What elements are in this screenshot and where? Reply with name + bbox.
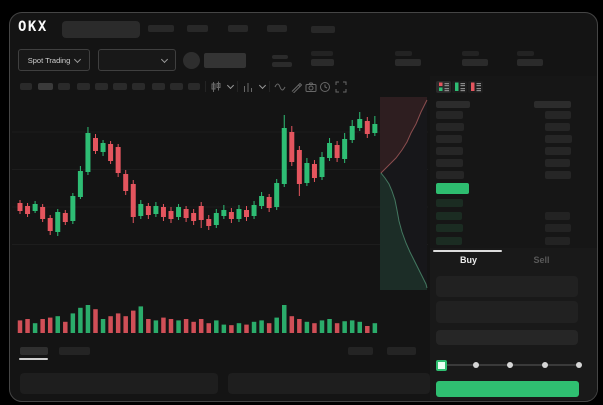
bid-row-amount[interactable] [545,224,571,233]
bid-row-amount[interactable] [545,211,570,220]
nav-item[interactable] [148,25,174,32]
search-input[interactable] [62,21,140,38]
timeframe-pill[interactable] [188,83,200,90]
ask-row-amount[interactable] [545,123,570,131]
stat-label [311,51,333,56]
timeframe-pill[interactable] [170,83,183,90]
orders-panel [228,373,430,394]
order-price-field[interactable] [436,276,578,297]
slider-handle[interactable] [435,359,447,371]
slider-stop[interactable] [507,362,513,368]
ask-row-amount[interactable] [545,159,570,167]
orderbook-price-header[interactable] [436,101,470,108]
app-canvas: OKX Spot Trading [9,12,598,402]
toolbar-separator [237,81,238,92]
stat-value [517,59,543,66]
buy-submit-button[interactable] [436,381,579,397]
indicators-icon[interactable] [241,80,255,93]
ask-row-price[interactable] [436,147,463,155]
pair-selector-dropdown[interactable] [98,49,176,71]
chart-option[interactable] [387,347,416,355]
ask-row-price[interactable] [436,159,463,167]
timeframe-pill[interactable] [58,83,70,90]
book-combined-icon[interactable] [436,81,451,93]
price-chart[interactable] [9,12,598,402]
bid-row-price[interactable] [436,199,463,207]
stat-value [311,59,334,66]
stat-value [462,59,488,66]
book-bids-icon[interactable] [452,81,467,93]
coin-icon [183,52,200,69]
nav-item[interactable] [311,26,335,33]
chart-tab-active[interactable] [20,347,48,355]
timeframe-pill[interactable] [113,83,127,90]
ask-row-price[interactable] [436,111,463,119]
chart-tab[interactable] [59,347,90,355]
camera-icon[interactable] [304,80,318,93]
timeframe-pill-active[interactable] [38,83,53,90]
trade-side-panel: Buy Sell [430,76,597,400]
order-amount-field[interactable] [436,301,578,323]
last-price-bar[interactable] [436,183,469,194]
bid-row-price[interactable] [436,211,462,220]
ask-row-price[interactable] [436,171,464,179]
stat-label [517,51,534,56]
orderbook-amount-header[interactable] [534,101,571,108]
book-asks-icon[interactable] [468,81,483,93]
tab-sell-label: Sell [533,255,550,265]
stat-label [462,51,479,56]
order-total-field[interactable] [436,330,578,345]
slider-stop[interactable] [576,362,582,368]
tab-buy[interactable]: Buy [432,250,505,270]
nav-item[interactable] [267,25,287,32]
menu-line [272,62,292,67]
line-tool-icon[interactable] [273,80,287,93]
order-form-section [430,248,597,400]
tab-buy-label: Buy [459,255,477,265]
market-type-dropdown[interactable]: Spot Trading [18,49,90,71]
bid-row-price[interactable] [436,224,463,233]
ask-row-amount[interactable] [545,111,571,119]
ask-row-amount[interactable] [545,171,571,179]
app-window: OKX Spot Trading [9,12,598,402]
slider-stop[interactable] [472,362,479,368]
nav-item[interactable] [228,25,248,32]
bid-row-amount[interactable] [545,236,570,245]
candlestick-series [17,112,378,236]
ask-row-price[interactable] [436,135,462,143]
fullscreen-icon[interactable] [334,80,348,93]
nav-item[interactable] [187,25,208,32]
candle-type-icon[interactable] [209,80,223,93]
stat-value [395,59,421,66]
active-tab-indicator [433,250,502,252]
chart-option[interactable] [348,347,373,355]
timeframe-pill[interactable] [152,83,165,90]
draw-pencil-icon[interactable] [289,80,303,93]
depth-chart [380,97,428,290]
tab-sell[interactable]: Sell [505,250,578,270]
timeframe-pill[interactable] [77,83,90,90]
toolbar-separator [205,81,206,92]
ask-row-amount[interactable] [545,147,571,155]
menu-line [272,55,288,59]
slider-stop[interactable] [541,362,548,368]
ask-row-price[interactable] [436,123,464,131]
pair-name-placeholder [204,53,246,68]
ask-row-amount[interactable] [545,135,572,143]
stat-label [395,51,412,56]
orders-panel [20,373,218,394]
timeframe-pill[interactable] [20,83,32,90]
chart-tab-underline [19,358,48,360]
volume-series [17,305,378,333]
okx-logo: OKX [18,19,48,35]
timeframe-pill[interactable] [132,83,145,90]
clock-icon[interactable] [318,80,332,93]
timeframe-pill[interactable] [95,83,108,90]
bid-row-price[interactable] [436,236,462,245]
market-type-label: Spot Trading [27,55,71,65]
toolbar-separator [269,81,270,92]
